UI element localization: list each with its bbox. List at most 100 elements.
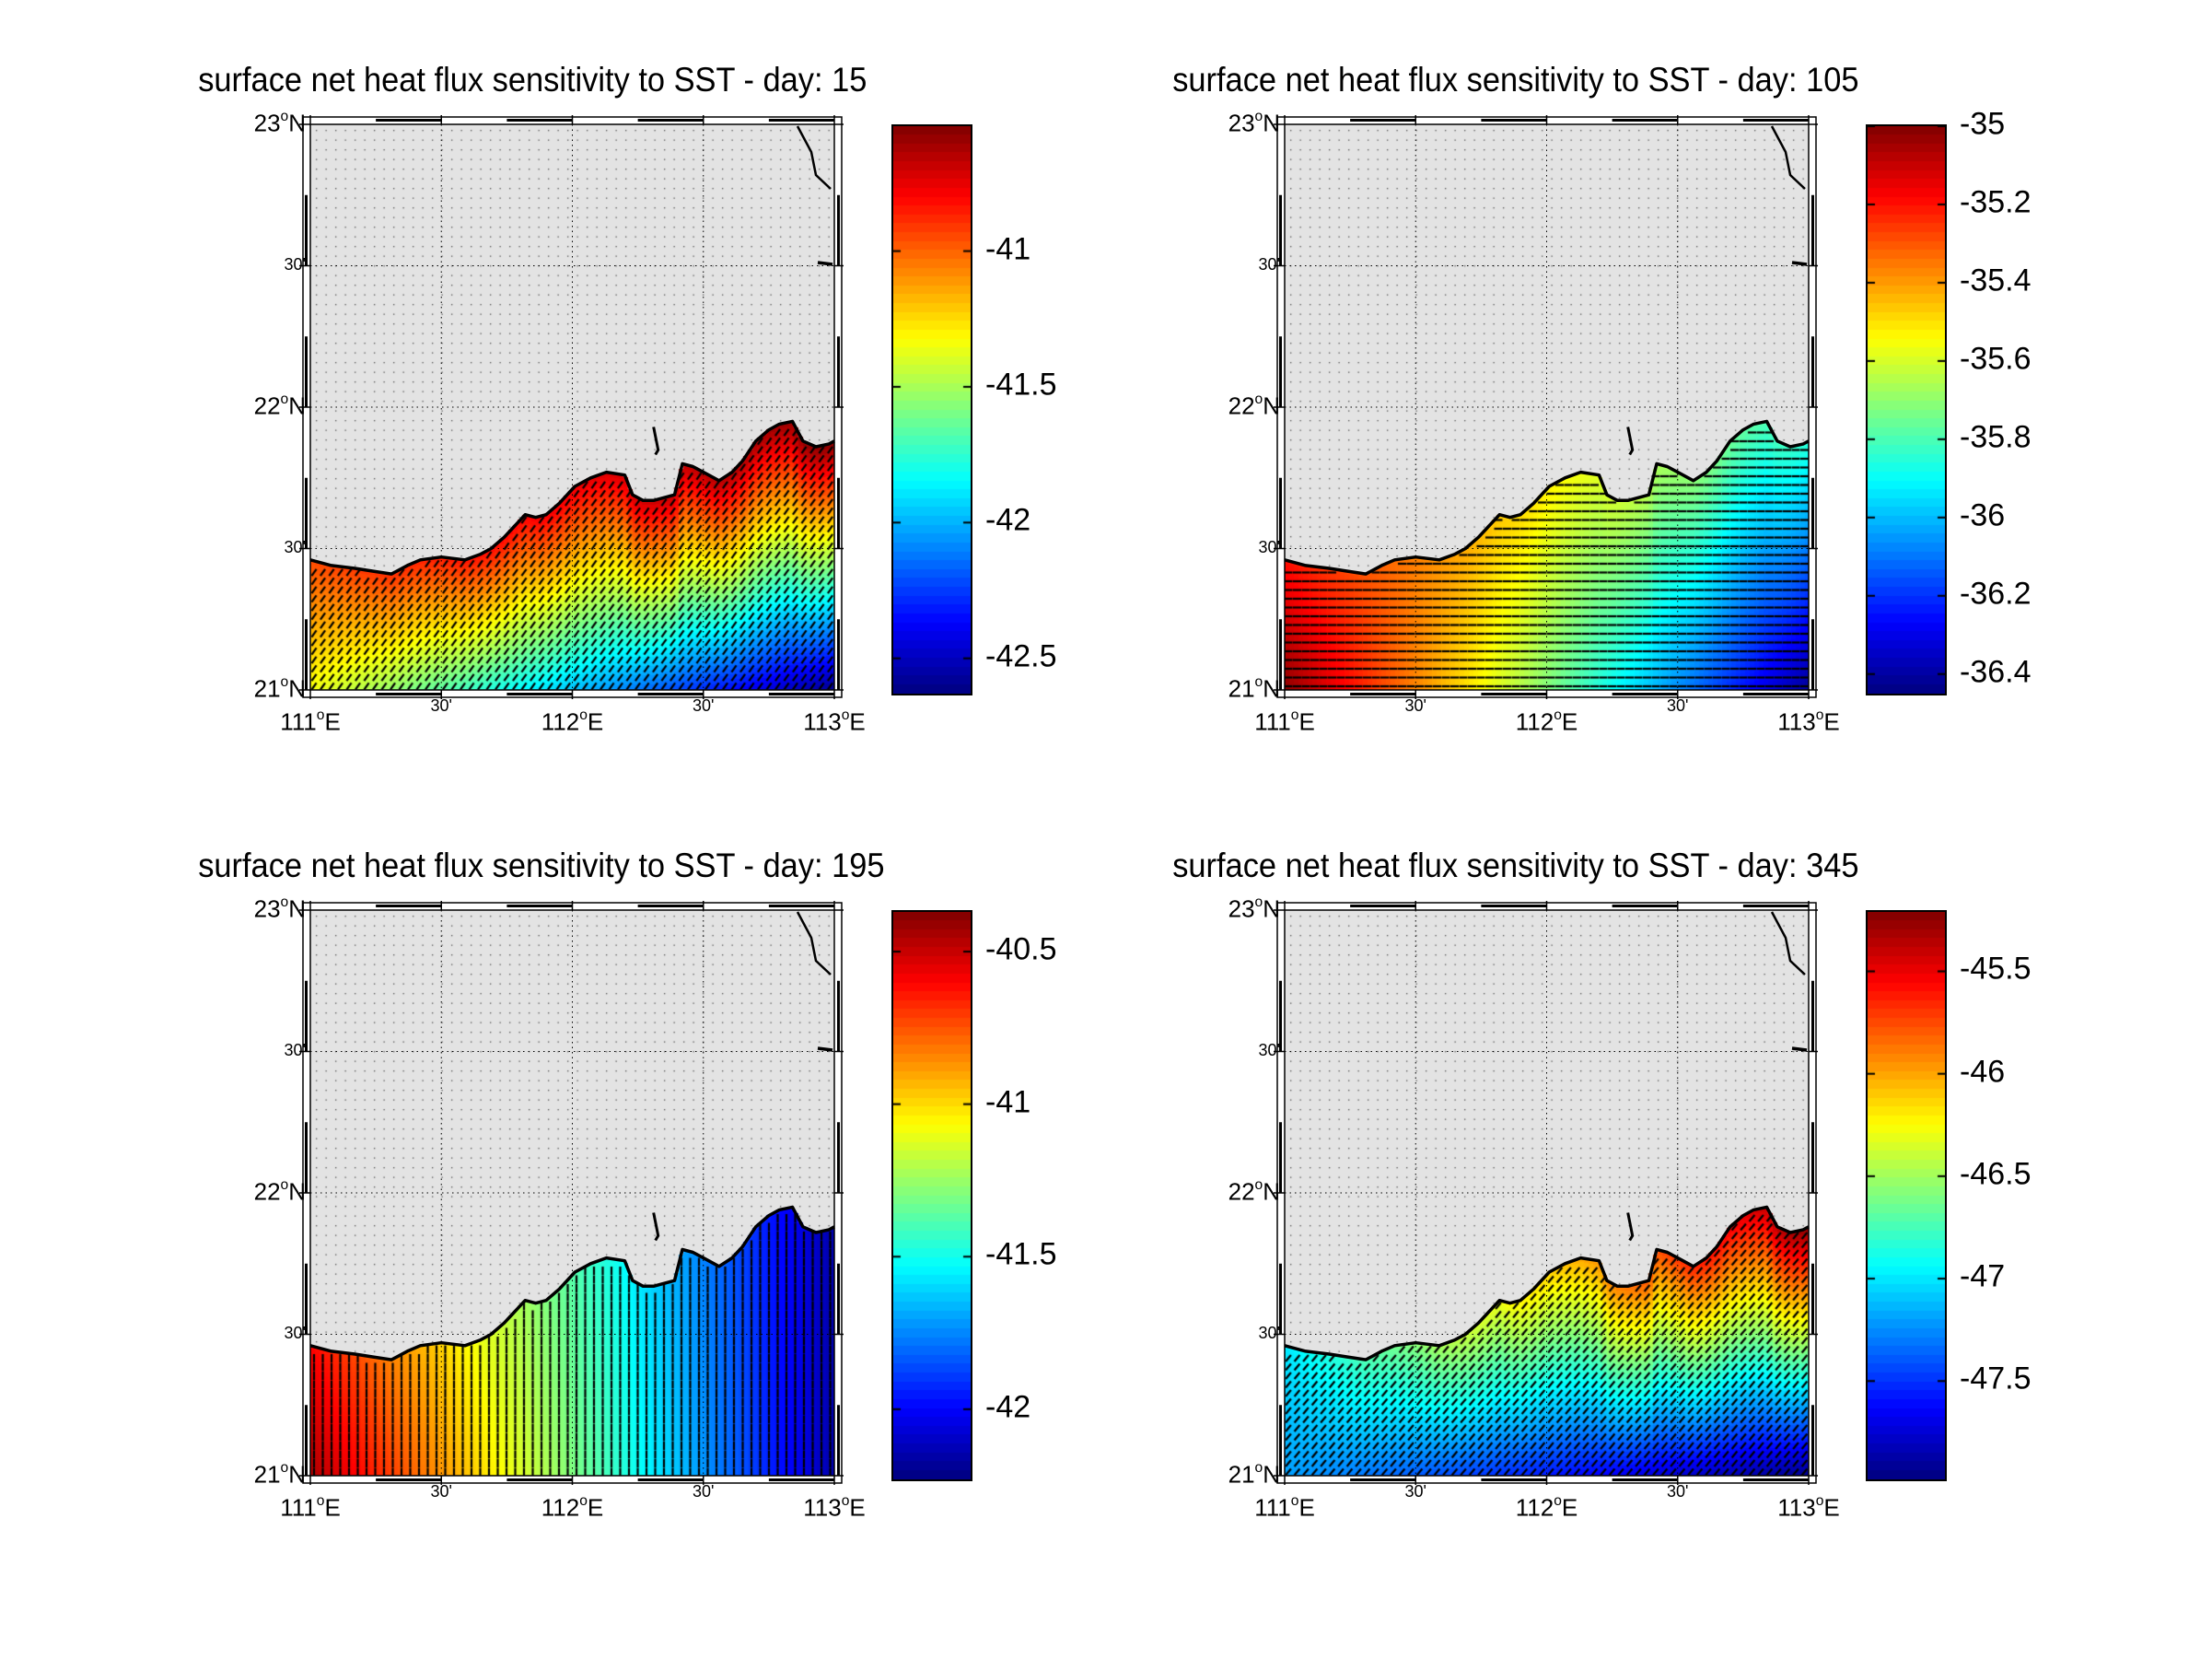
y-tick-label: 21oN	[1228, 1460, 1280, 1489]
x-axis-labels: 111oE 30' 112oE 30' 113oE	[1254, 696, 1840, 736]
frame-bar	[1350, 693, 1416, 695]
frame-bar	[1481, 905, 1547, 907]
colorbar-tick-label: -41.5	[985, 367, 1057, 403]
frame-bar	[1481, 693, 1547, 695]
frame-bar	[305, 194, 308, 266]
frame-bar	[1811, 980, 1814, 1052]
coastline-island	[1626, 1212, 1635, 1242]
frame-bar	[1481, 119, 1547, 122]
x-tick-label: 112oE	[1515, 1493, 1578, 1522]
frame-bar	[1279, 1122, 1282, 1193]
frame-bar	[768, 119, 834, 122]
panel-title: surface net heat flux sensitivity to SST…	[1172, 847, 1859, 884]
frame-bar	[768, 693, 834, 695]
frame-bar	[1612, 693, 1678, 695]
frame-bar	[837, 1405, 840, 1476]
map-frame	[299, 901, 844, 1485]
colorbar-tick-label: -35	[1960, 106, 2006, 142]
y-tick-label: 23oN	[253, 109, 306, 137]
coastline-island	[652, 1212, 660, 1242]
y-tick-label: 21oN	[253, 1460, 306, 1489]
x-axis-labels: 111oE 30' 112oE 30' 113oE	[280, 1482, 866, 1522]
frame-bar	[637, 693, 704, 695]
map-plot-area	[1274, 901, 1818, 1485]
y-axis-labels: 23oN 30' 22oN 30' 21oN	[1195, 109, 1280, 703]
y-tick-label: 30'	[1258, 254, 1280, 274]
coastline-island	[1791, 1046, 1808, 1052]
colorbar-tick-label: -47.5	[1960, 1361, 2032, 1396]
y-tick-label: 23oN	[253, 894, 306, 923]
frame-bar	[1811, 619, 1814, 690]
y-tick-label: 30'	[284, 537, 306, 556]
colorbar	[1866, 124, 1947, 695]
y-tick-label: 23oN	[1228, 109, 1280, 137]
frame-bar	[305, 1405, 308, 1476]
coastline	[309, 419, 835, 576]
panel-title: surface net heat flux sensitivity to SST…	[198, 61, 867, 99]
x-tick-label: 112oE	[541, 1493, 604, 1522]
map-panel-3: surface net heat flux sensitivity to SST…	[0, 786, 1056, 1541]
x-axis-labels: 111oE 30' 112oE 30' 113oE	[1254, 1482, 1840, 1522]
colorbar-tick-label: -42	[985, 1389, 1031, 1425]
map-inner-frame	[1284, 909, 1810, 1477]
x-tick-label: 30'	[430, 1482, 452, 1501]
map-outer-frame	[302, 116, 843, 698]
frame-bar	[305, 1263, 308, 1335]
frame-bar	[305, 336, 308, 407]
y-axis-labels: 23oN 30' 22oN 30' 21oN	[221, 109, 306, 703]
colorbar-tick-label: -36.2	[1960, 576, 2032, 612]
colorbar-gradient	[1866, 910, 1947, 1481]
y-tick-label: 30'	[284, 254, 306, 274]
frame-bar	[1279, 1405, 1282, 1476]
frame-bar	[1811, 1122, 1814, 1193]
map-frame	[299, 115, 844, 699]
coastline-island	[1791, 261, 1808, 266]
frame-bar	[1279, 477, 1282, 549]
frame-bar	[506, 905, 573, 907]
y-tick-label: 30'	[1258, 537, 1280, 556]
frame-bar	[305, 619, 308, 690]
x-tick-label: 113oE	[1777, 1493, 1840, 1522]
frame-bar	[1279, 336, 1282, 407]
map-plot-area	[299, 901, 844, 1485]
colorbar-tick-label: -36	[1960, 497, 2006, 533]
frame-bar	[837, 619, 840, 690]
x-tick-label: 112oE	[1515, 707, 1578, 736]
coastline	[1284, 419, 1810, 576]
frame-bar	[506, 119, 573, 122]
x-tick-label: 111oE	[280, 1493, 341, 1522]
frame-bar	[1742, 905, 1809, 907]
frame-bar	[768, 1478, 834, 1481]
frame-bar	[1811, 1263, 1814, 1335]
map-outer-frame	[1276, 116, 1817, 698]
map-outer-frame	[1276, 902, 1817, 1484]
x-tick-label: 30'	[1667, 696, 1689, 715]
colorbar-tick-label: -35.8	[1960, 419, 2032, 455]
y-tick-label: 21oN	[1228, 674, 1280, 703]
frame-bar	[1811, 194, 1814, 266]
colorbar-gradient	[1866, 124, 1947, 695]
map-plot-area	[1274, 115, 1818, 699]
frame-bar	[637, 905, 704, 907]
coastline-island	[1770, 911, 1806, 976]
frame-bar	[1481, 1478, 1547, 1481]
colorbar-tick-label: -35.4	[1960, 263, 2032, 298]
y-tick-label: 30'	[284, 1323, 306, 1342]
x-tick-label: 113oE	[803, 707, 866, 736]
map-panel-1: surface net heat flux sensitivity to SST…	[0, 0, 1056, 755]
frame-bar	[1612, 119, 1678, 122]
x-tick-label: 30'	[693, 696, 715, 715]
coastline-island	[652, 426, 660, 456]
x-tick-label: 112oE	[541, 707, 604, 736]
coastline	[1284, 1205, 1810, 1361]
frame-bar	[1279, 1263, 1282, 1335]
map-inner-frame	[1284, 123, 1810, 691]
frame-bar	[1350, 119, 1416, 122]
frame-bar	[1742, 119, 1809, 122]
y-tick-label: 30'	[1258, 1323, 1280, 1342]
frame-bar	[1350, 1478, 1416, 1481]
frame-bar	[837, 336, 840, 407]
x-tick-label: 30'	[1404, 1482, 1426, 1501]
x-tick-label: 113oE	[803, 1493, 866, 1522]
frame-bar	[637, 1478, 704, 1481]
